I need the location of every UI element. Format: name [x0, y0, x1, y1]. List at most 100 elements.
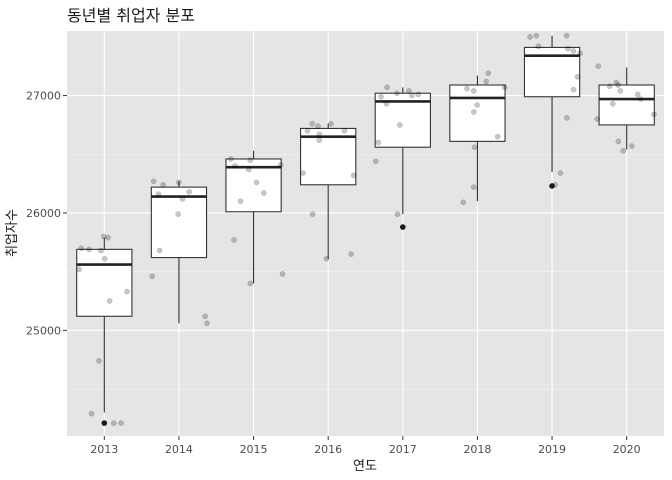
- jitter-point: [594, 116, 601, 122]
- box-iqr: [150, 186, 208, 259]
- jitter-point: [86, 246, 92, 253]
- y-tick-label: 25000: [26, 324, 61, 337]
- jitter-point: [375, 139, 382, 146]
- jitter-point: [485, 70, 492, 77]
- jitter-point: [474, 102, 480, 108]
- jitter-point: [279, 271, 286, 277]
- jitter-point: [202, 313, 208, 320]
- jitter-point: [316, 137, 323, 143]
- jitter-point: [179, 196, 186, 202]
- jitter-point: [105, 234, 111, 241]
- jitter-point: [483, 78, 490, 85]
- jitter-point: [471, 144, 478, 151]
- jitter-point: [231, 237, 237, 243]
- jitter-point: [309, 120, 316, 127]
- outlier-layer: [101, 183, 555, 426]
- jitter-point: [328, 120, 334, 127]
- chart-title: 동년별 취업자 분포: [67, 6, 195, 25]
- x-tick-label: 2019: [538, 443, 566, 456]
- jitter-point: [98, 247, 104, 254]
- jitter-point: [634, 91, 641, 98]
- jitter-point: [383, 100, 390, 107]
- jitter-point: [460, 199, 467, 206]
- jitter-point: [350, 172, 357, 179]
- jitter-point: [564, 115, 570, 121]
- jitter-point: [397, 122, 403, 128]
- jitter-point: [535, 43, 542, 50]
- jitter-point: [124, 288, 130, 295]
- jitter-point: [309, 211, 316, 217]
- jitter-point: [394, 90, 400, 97]
- outlier-point: [101, 420, 108, 426]
- jitter-point: [106, 298, 113, 304]
- jitter-point: [160, 181, 166, 188]
- jitter-point: [204, 320, 210, 327]
- x-axis-title: 연도: [353, 459, 377, 474]
- box-iqr: [598, 84, 655, 126]
- jitter-point: [118, 420, 124, 426]
- y-tick-label: 27000: [26, 90, 61, 103]
- jitter-point: [501, 84, 508, 91]
- jitter-point: [617, 88, 624, 94]
- jitter-point: [261, 190, 267, 196]
- jitter-point: [494, 133, 501, 140]
- box-iqr: [449, 84, 506, 142]
- jitter-point: [651, 111, 657, 118]
- jitter-point: [609, 100, 616, 107]
- x-tick-label: 2014: [165, 443, 193, 456]
- jitter-point: [574, 73, 581, 80]
- jitter-point: [570, 86, 577, 93]
- jitter-point: [471, 184, 477, 190]
- jitter-point: [638, 96, 644, 102]
- jitter-point: [277, 162, 284, 168]
- jitter-point: [101, 255, 108, 262]
- jitter-point: [100, 233, 107, 240]
- jitter-point: [394, 211, 401, 217]
- jitter-point: [96, 358, 102, 364]
- outlier-point: [400, 224, 406, 230]
- jitter-point: [323, 255, 330, 262]
- jitter-point: [88, 410, 95, 417]
- jitter-point: [615, 82, 621, 88]
- jitter-point: [110, 420, 117, 426]
- jitter-point: [384, 84, 390, 91]
- jitter-point: [245, 166, 252, 173]
- jitter-point: [409, 92, 415, 99]
- jitter-point: [156, 247, 163, 254]
- jitter-point: [629, 143, 635, 149]
- y-axis-title: 취업자수: [5, 209, 20, 257]
- jitter-point: [155, 191, 162, 197]
- jitter-point: [527, 34, 533, 40]
- jitter-point: [186, 189, 193, 195]
- x-axis-ticks: 2013 2014 2015 2016 2017 2018 2019 2020: [90, 436, 641, 456]
- box-layer: [76, 35, 655, 413]
- jitter-point: [348, 251, 354, 257]
- jitter-point: [176, 179, 182, 186]
- jitter-point: [253, 179, 260, 186]
- jitter-point: [615, 138, 622, 145]
- jitter-point-layer: [76, 32, 657, 426]
- jitter-point: [232, 163, 238, 169]
- x-tick-label: 2018: [463, 443, 491, 456]
- jitter-point: [150, 178, 157, 185]
- jitter-point: [577, 50, 583, 57]
- jitter-point: [247, 157, 254, 163]
- jitter-point: [378, 93, 384, 100]
- jitter-point: [78, 245, 85, 251]
- jitter-point: [315, 123, 321, 129]
- x-tick-label: 2016: [314, 443, 342, 456]
- jitter-point: [415, 91, 422, 98]
- jitter-point: [464, 85, 470, 92]
- jitter-point: [565, 45, 571, 52]
- minor-gridlines: [67, 36, 664, 390]
- jitter-point: [76, 266, 82, 273]
- jitter-point: [237, 198, 244, 205]
- jitter-point: [557, 170, 564, 176]
- jitter-point: [300, 170, 306, 176]
- jitter-point: [606, 83, 613, 89]
- jitter-point: [175, 211, 181, 217]
- outlier-point: [549, 183, 555, 189]
- jitter-point: [620, 147, 626, 154]
- jitter-point: [406, 88, 412, 94]
